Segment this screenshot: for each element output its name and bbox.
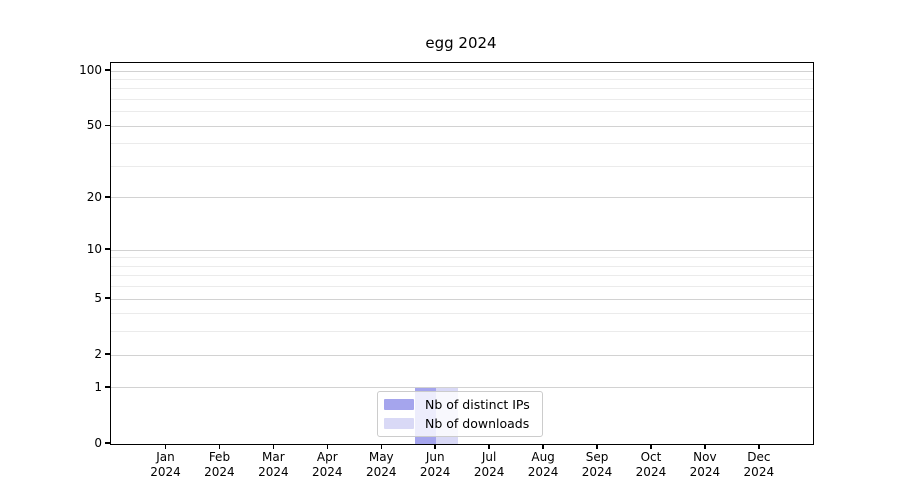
x-tick-label: Dec 2024 <box>743 450 775 479</box>
major-gridline <box>111 125 813 127</box>
minor-gridline <box>111 313 813 315</box>
legend-item-distinct-ips: Nb of distinct IPs <box>384 397 536 412</box>
y-tick-mark <box>105 196 110 198</box>
y-tick-label: 100 <box>79 63 102 78</box>
minor-gridline <box>111 166 813 167</box>
x-tick-mark <box>542 444 544 449</box>
legend-swatch-downloads-icon <box>384 417 414 429</box>
x-tick-label: Apr 2024 <box>312 450 343 479</box>
y-tick-mark <box>105 353 110 355</box>
x-tick-mark <box>272 444 275 449</box>
major-gridline <box>111 249 813 251</box>
x-tick-mark <box>704 444 706 449</box>
y-tick-label: 0 <box>94 436 102 450</box>
minor-gridline <box>111 286 813 288</box>
legend-swatch-distinct-ips-icon <box>384 399 414 411</box>
x-tick-mark <box>650 444 652 449</box>
major-gridline <box>111 387 813 389</box>
y-tick-label: 2 <box>94 347 102 362</box>
minor-gridline <box>111 275 813 277</box>
minor-gridline <box>111 111 813 113</box>
plot-area <box>110 62 814 445</box>
x-tick-label: Nov 2024 <box>689 450 721 479</box>
minor-gridline <box>111 78 813 80</box>
major-gridline <box>111 354 813 356</box>
x-tick-mark <box>218 444 221 449</box>
y-tick-label: 50 <box>86 118 102 133</box>
x-tick-mark <box>434 444 436 449</box>
y-tick-label: 10 <box>86 242 102 257</box>
minor-gridline <box>111 143 813 145</box>
minor-gridline <box>111 265 813 267</box>
y-tick-mark <box>105 297 110 299</box>
x-tick-label: Sep 2024 <box>581 450 613 479</box>
x-tick-label: Mar 2024 <box>258 450 289 479</box>
y-tick-mark <box>105 69 110 71</box>
y-tick-label: 20 <box>86 189 102 204</box>
minor-gridline <box>111 99 813 101</box>
x-tick-label: Jun 2024 <box>419 450 451 479</box>
legend-item-downloads: Nb of downloads <box>384 416 536 431</box>
legend-label-distinct-ips: Nb of distinct IPs <box>425 397 530 413</box>
major-gridline <box>111 197 813 199</box>
x-tick-mark <box>758 444 760 449</box>
x-tick-label: Feb 2024 <box>204 450 235 479</box>
x-tick-label: May 2024 <box>365 450 397 479</box>
minor-gridline <box>111 88 813 90</box>
legend-label-downloads: Nb of downloads <box>425 415 530 431</box>
x-tick-mark <box>380 444 382 449</box>
x-tick-mark <box>596 444 598 449</box>
y-tick-label: 1 <box>94 379 102 394</box>
x-tick-label: Aug 2024 <box>527 450 559 479</box>
x-tick-mark <box>164 444 167 449</box>
chart-title: egg 2024 <box>425 34 497 52</box>
y-tick-mark <box>105 124 110 127</box>
y-tick-mark <box>105 386 110 388</box>
x-tick-label: Jul 2024 <box>473 450 505 479</box>
x-tick-label: Oct 2024 <box>635 450 667 479</box>
major-gridline <box>111 70 813 72</box>
legend: Nb of distinct IPs Nb of downloads <box>377 391 543 437</box>
major-gridline <box>111 298 813 300</box>
minor-gridline <box>111 257 813 259</box>
x-tick-mark <box>326 444 329 449</box>
y-tick-label: 5 <box>94 291 102 306</box>
minor-gridline <box>111 331 813 333</box>
y-tick-mark <box>105 248 110 250</box>
x-tick-label: Jan 2024 <box>150 450 181 479</box>
y-tick-mark <box>105 442 110 444</box>
x-tick-mark <box>488 444 490 449</box>
